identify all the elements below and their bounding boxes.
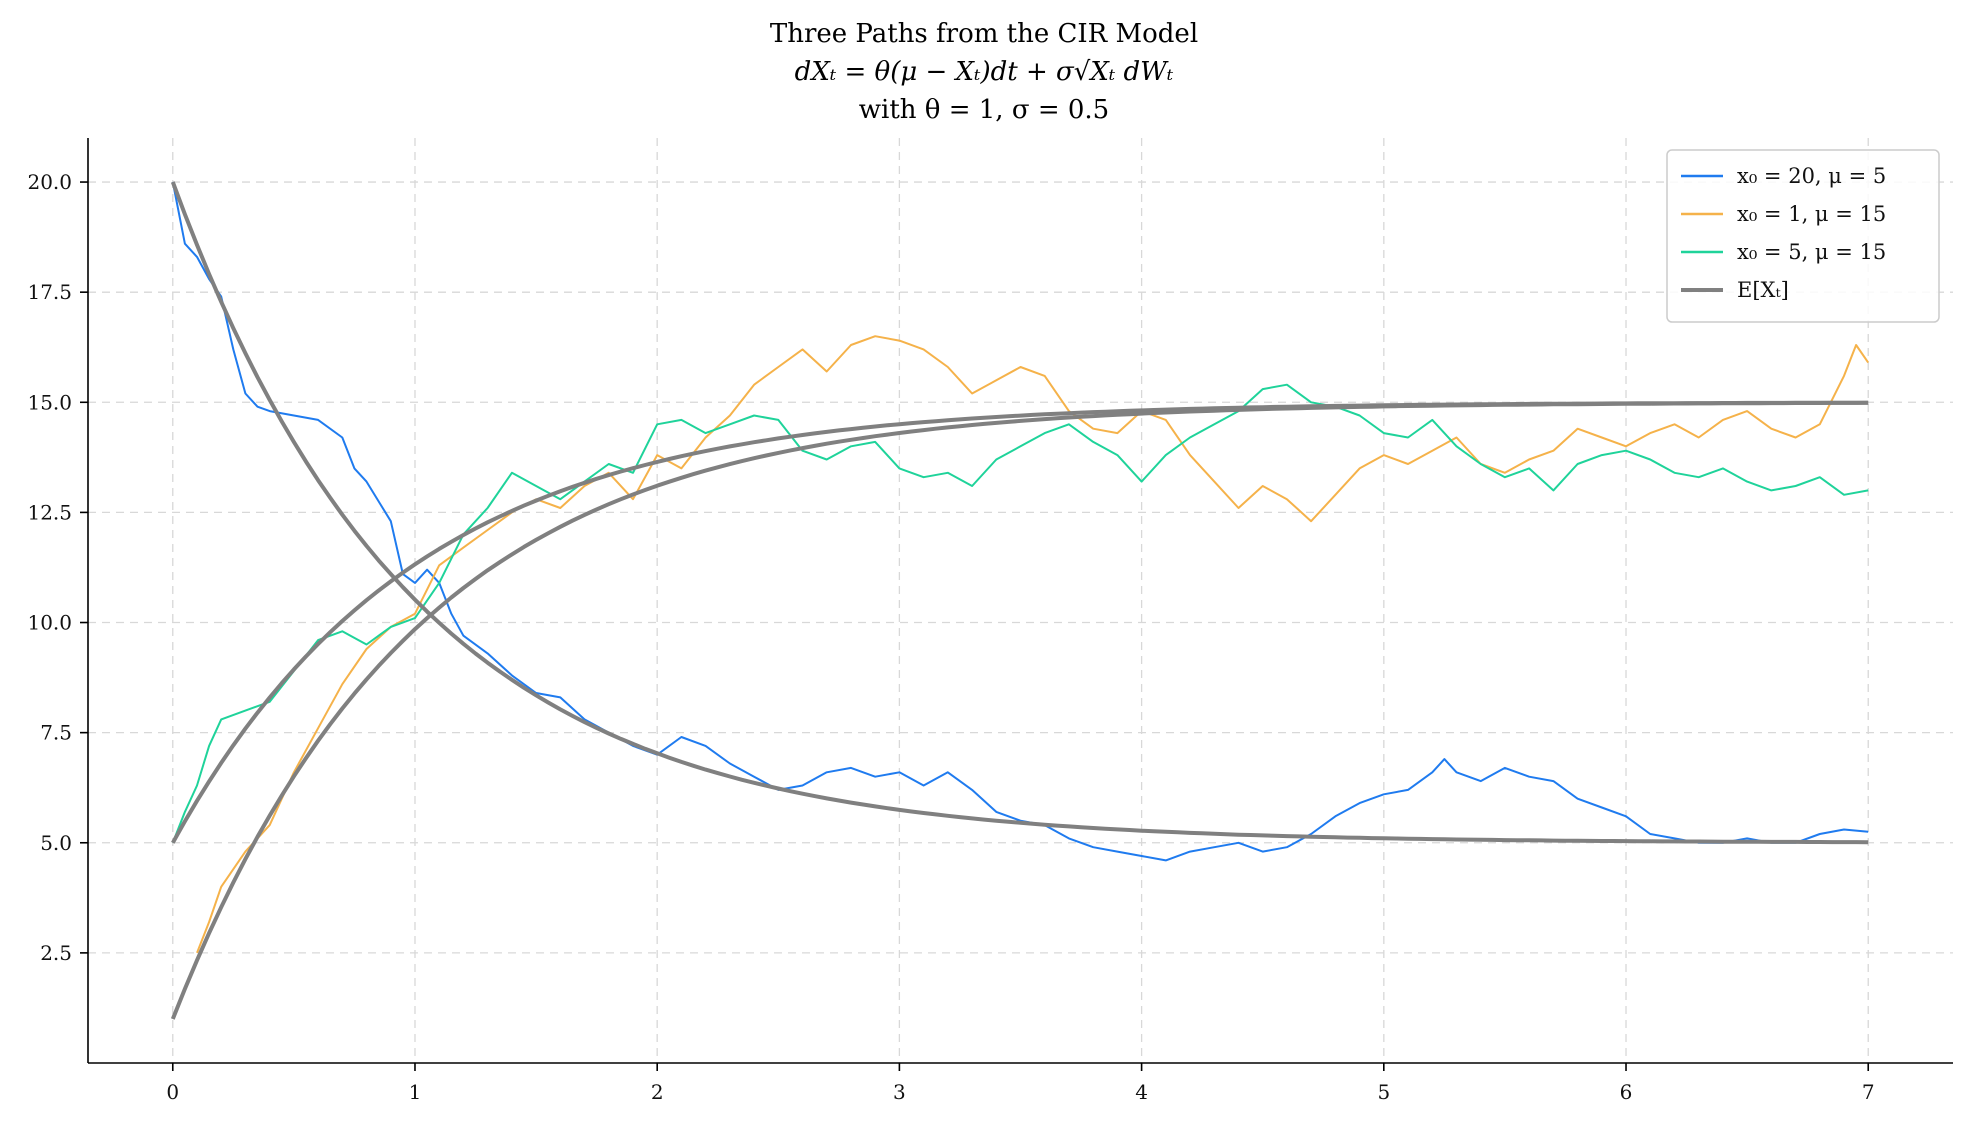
y-tick-label: 12.5 xyxy=(27,500,72,524)
y-tick-label: 20.0 xyxy=(27,170,72,194)
legend-box xyxy=(1666,149,1940,323)
plot-area xyxy=(170,181,1870,1020)
x-tick-label: 3 xyxy=(893,1080,906,1104)
y-tick-label: 15.0 xyxy=(27,390,72,414)
series-line xyxy=(171,383,1869,844)
series-line xyxy=(196,335,1870,954)
x-tick-label: 6 xyxy=(1620,1080,1633,1104)
expected-value-line xyxy=(170,400,1869,1020)
x-tick-label: 4 xyxy=(1135,1080,1148,1104)
y-tick-label: 10.0 xyxy=(27,611,72,635)
expected-value-line xyxy=(171,400,1869,844)
expected-value-line xyxy=(170,181,1869,845)
y-tick-label: 2.5 xyxy=(40,941,72,965)
legend: x₀ = 20, μ = 5 x₀ = 1, μ = 15 x₀ = 5, μ = … xyxy=(1666,149,1940,323)
chart-subtitle-params: with θ = 1, σ = 0.5 xyxy=(859,95,1109,125)
x-tick-label: 5 xyxy=(1377,1080,1390,1104)
axes: 0 1 2 3 4 5 6 7 2.5 5.0 7.5 10.0 12.5 15.0 17.5 20.0 xyxy=(27,138,1953,1104)
y-tick-label: 5.0 xyxy=(40,831,72,855)
y-tick-label: 17.5 xyxy=(27,280,72,304)
x-tick-label: 2 xyxy=(651,1080,664,1104)
series-line xyxy=(171,181,1869,862)
legend-label: x₀ = 1, μ = 15 xyxy=(1737,202,1886,226)
x-tick-label: 1 xyxy=(409,1080,422,1104)
chart-title: Three Paths from the CIR Model xyxy=(770,19,1198,49)
legend-label: x₀ = 20, μ = 5 xyxy=(1737,164,1886,188)
x-tick-label: 7 xyxy=(1862,1080,1875,1104)
legend-label: x₀ = 5, μ = 15 xyxy=(1737,240,1886,264)
x-tick-label: 0 xyxy=(166,1080,179,1104)
chart-subtitle-equation: dXₜ = θ(μ − Xₜ)dt + σ√Xₜ dWₜ xyxy=(795,57,1174,87)
y-tick-label: 7.5 xyxy=(40,721,72,745)
legend-label: E[Xₜ] xyxy=(1737,278,1789,302)
